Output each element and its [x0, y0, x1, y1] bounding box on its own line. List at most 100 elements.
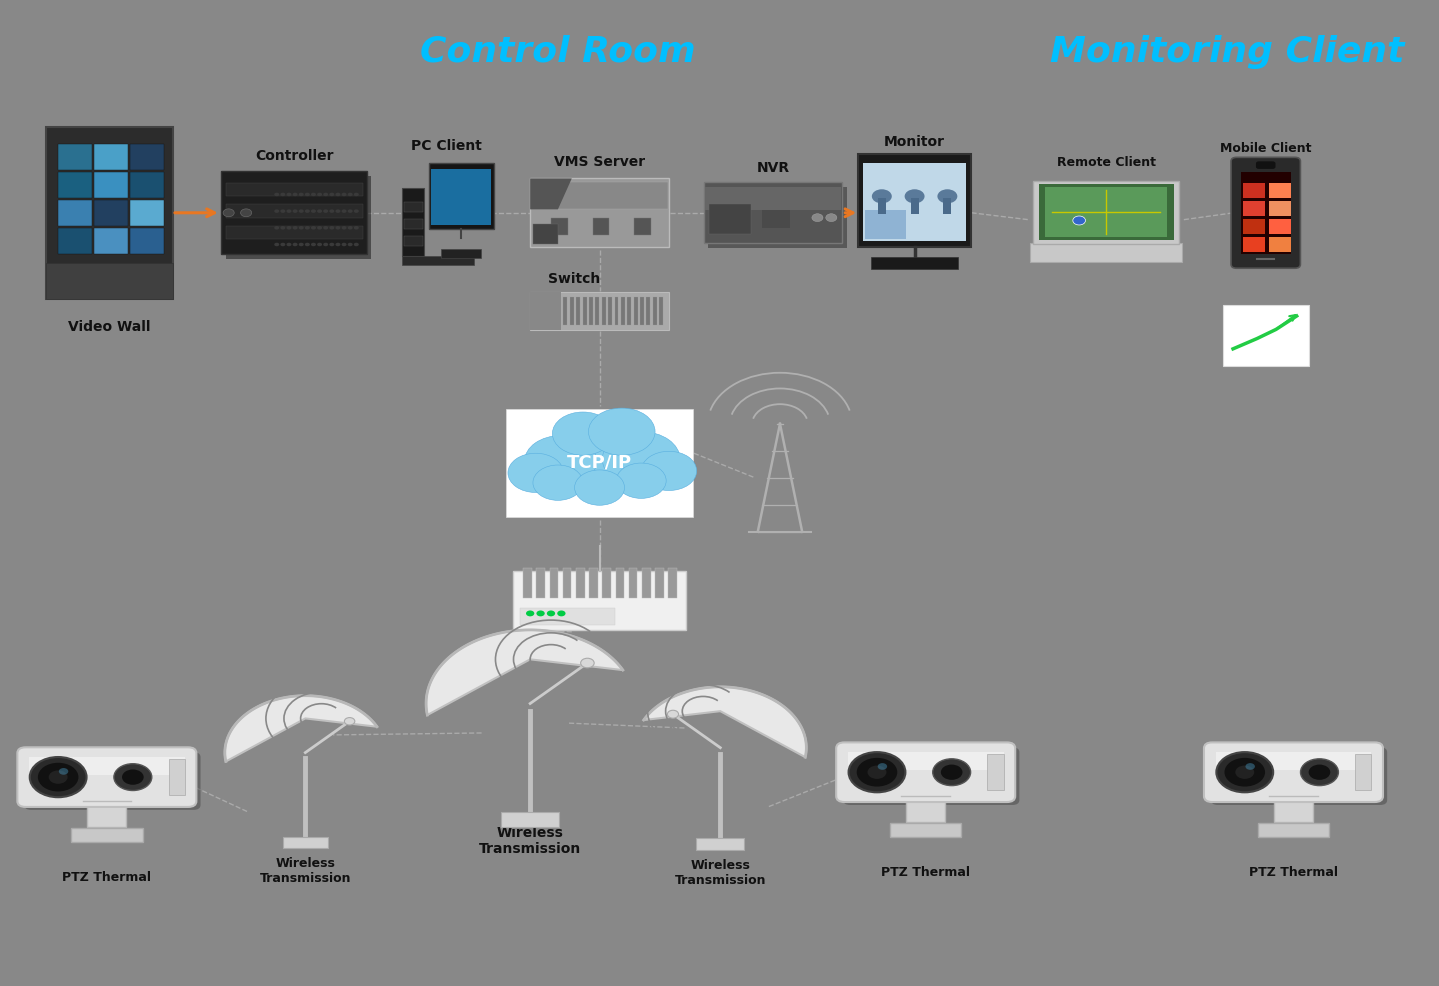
FancyBboxPatch shape [24, 752, 200, 810]
Circle shape [527, 611, 534, 616]
FancyBboxPatch shape [1204, 742, 1383, 803]
Text: Switch: Switch [548, 272, 600, 286]
Circle shape [1216, 752, 1274, 793]
Bar [524, 569, 532, 598]
Circle shape [508, 454, 564, 493]
FancyBboxPatch shape [403, 203, 423, 212]
Circle shape [286, 227, 292, 231]
Circle shape [1308, 765, 1330, 780]
FancyBboxPatch shape [987, 754, 1003, 791]
FancyBboxPatch shape [131, 173, 164, 199]
FancyBboxPatch shape [1258, 823, 1330, 837]
Circle shape [317, 227, 322, 231]
Text: Wireless
Transmission: Wireless Transmission [259, 856, 351, 883]
FancyBboxPatch shape [1033, 181, 1180, 246]
Circle shape [581, 659, 594, 669]
Text: NVR: NVR [757, 161, 790, 175]
Bar [596, 298, 599, 325]
Circle shape [305, 193, 309, 197]
Circle shape [849, 752, 905, 793]
Circle shape [532, 465, 583, 501]
FancyBboxPatch shape [507, 409, 694, 518]
Circle shape [317, 244, 322, 247]
FancyBboxPatch shape [1243, 220, 1265, 235]
Circle shape [311, 193, 317, 197]
Bar [576, 298, 580, 325]
Circle shape [292, 227, 298, 231]
Bar [583, 298, 587, 325]
Text: Control Room: Control Room [420, 35, 695, 69]
Bar [603, 569, 612, 598]
Circle shape [589, 408, 655, 456]
Polygon shape [224, 696, 377, 762]
FancyBboxPatch shape [59, 173, 92, 199]
Circle shape [878, 763, 886, 770]
Bar [570, 298, 574, 325]
Circle shape [905, 190, 925, 204]
Bar [659, 298, 663, 325]
Circle shape [324, 227, 328, 231]
Bar [589, 569, 597, 598]
Circle shape [286, 244, 292, 247]
Bar [593, 219, 609, 236]
FancyBboxPatch shape [429, 164, 494, 230]
Text: PTZ Thermal: PTZ Thermal [881, 866, 970, 879]
Circle shape [348, 244, 353, 247]
Text: PTZ Thermal: PTZ Thermal [1249, 866, 1338, 879]
FancyBboxPatch shape [519, 608, 614, 625]
FancyBboxPatch shape [878, 198, 886, 214]
FancyBboxPatch shape [17, 747, 196, 808]
Circle shape [324, 244, 328, 247]
Circle shape [668, 711, 679, 719]
FancyBboxPatch shape [843, 747, 1019, 806]
Bar [576, 569, 584, 598]
FancyBboxPatch shape [1223, 306, 1308, 367]
FancyBboxPatch shape [761, 211, 790, 229]
Circle shape [335, 227, 341, 231]
FancyBboxPatch shape [1243, 238, 1265, 252]
FancyBboxPatch shape [1269, 220, 1291, 235]
Bar [629, 569, 637, 598]
Circle shape [937, 190, 957, 204]
Text: Wireless
Transmission: Wireless Transmission [479, 825, 581, 856]
FancyBboxPatch shape [709, 204, 751, 235]
FancyBboxPatch shape [531, 182, 668, 210]
FancyBboxPatch shape [705, 187, 840, 211]
Circle shape [1235, 766, 1255, 779]
Circle shape [354, 210, 358, 214]
Circle shape [1301, 759, 1338, 786]
FancyBboxPatch shape [530, 293, 669, 330]
Circle shape [537, 611, 545, 616]
Circle shape [317, 193, 322, 197]
Circle shape [275, 227, 279, 231]
Text: TCP/IP: TCP/IP [567, 453, 632, 470]
FancyBboxPatch shape [1046, 187, 1167, 238]
FancyBboxPatch shape [704, 183, 842, 244]
FancyBboxPatch shape [858, 155, 971, 247]
Circle shape [49, 771, 68, 784]
Circle shape [553, 412, 613, 456]
FancyBboxPatch shape [907, 794, 945, 822]
Circle shape [311, 244, 317, 247]
Circle shape [330, 193, 334, 197]
Circle shape [941, 765, 963, 780]
Circle shape [30, 757, 86, 798]
Text: VMS Server: VMS Server [554, 155, 645, 169]
Text: PC Client: PC Client [412, 139, 482, 153]
Circle shape [354, 227, 358, 231]
Text: Remote Client: Remote Client [1056, 156, 1156, 169]
FancyBboxPatch shape [401, 257, 473, 265]
Text: PTZ Thermal: PTZ Thermal [62, 871, 151, 883]
Bar [627, 298, 632, 325]
FancyBboxPatch shape [95, 229, 128, 255]
Bar [589, 298, 593, 325]
Circle shape [292, 210, 298, 214]
Bar [633, 298, 637, 325]
FancyBboxPatch shape [46, 128, 174, 300]
FancyBboxPatch shape [226, 183, 363, 197]
FancyBboxPatch shape [59, 145, 92, 171]
Circle shape [281, 210, 285, 214]
FancyBboxPatch shape [1256, 162, 1275, 170]
FancyBboxPatch shape [1356, 754, 1371, 791]
Circle shape [275, 210, 279, 214]
